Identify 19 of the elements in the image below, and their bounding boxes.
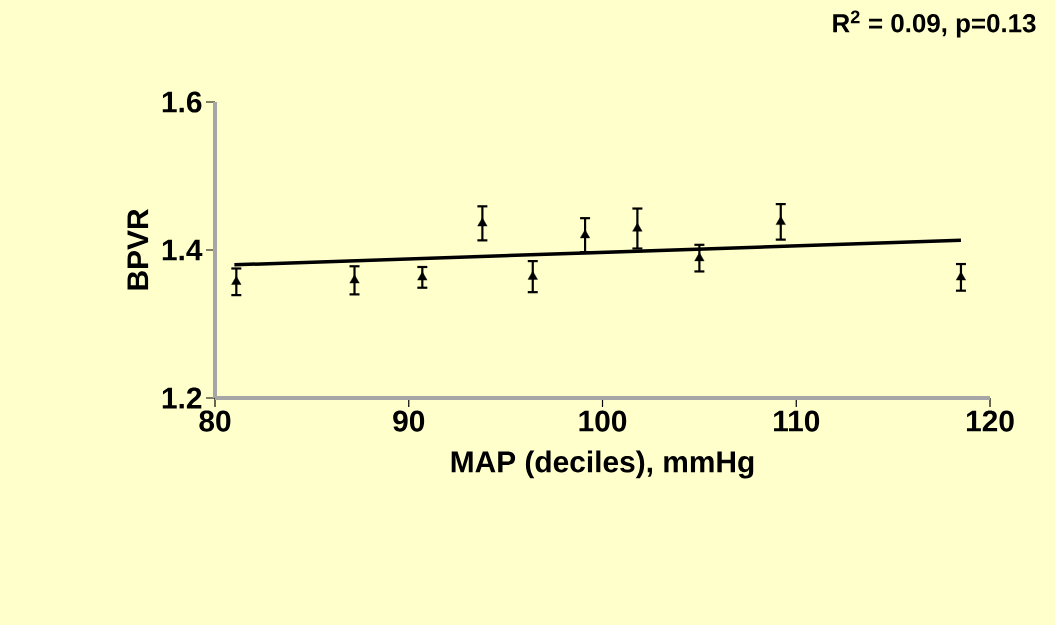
- point: [694, 252, 705, 262]
- x-tick-label: 120: [966, 410, 1014, 432]
- point: [527, 270, 538, 280]
- x-tick-label: 80: [199, 410, 231, 432]
- x-tick-label: 100: [579, 410, 627, 432]
- x-tick-label: 90: [393, 410, 425, 432]
- text: R$^{2}$ = 0.09, p=0.13: [833, 10, 1036, 38]
- point: [349, 274, 360, 284]
- y-tick-label: 1.2: [162, 387, 202, 409]
- point: [231, 276, 242, 285]
- y-tick-label: 1.6: [162, 91, 202, 113]
- point: [632, 222, 643, 232]
- point: [775, 216, 786, 225]
- x-axis-title: MAP (deciles), mmHg: [451, 450, 754, 479]
- y-tick-label: 1.4: [162, 239, 203, 261]
- y-axis-title: BPVR: [127, 209, 149, 290]
- point: [477, 217, 488, 227]
- point: [417, 271, 428, 281]
- x-tick-label: 110: [774, 410, 820, 432]
